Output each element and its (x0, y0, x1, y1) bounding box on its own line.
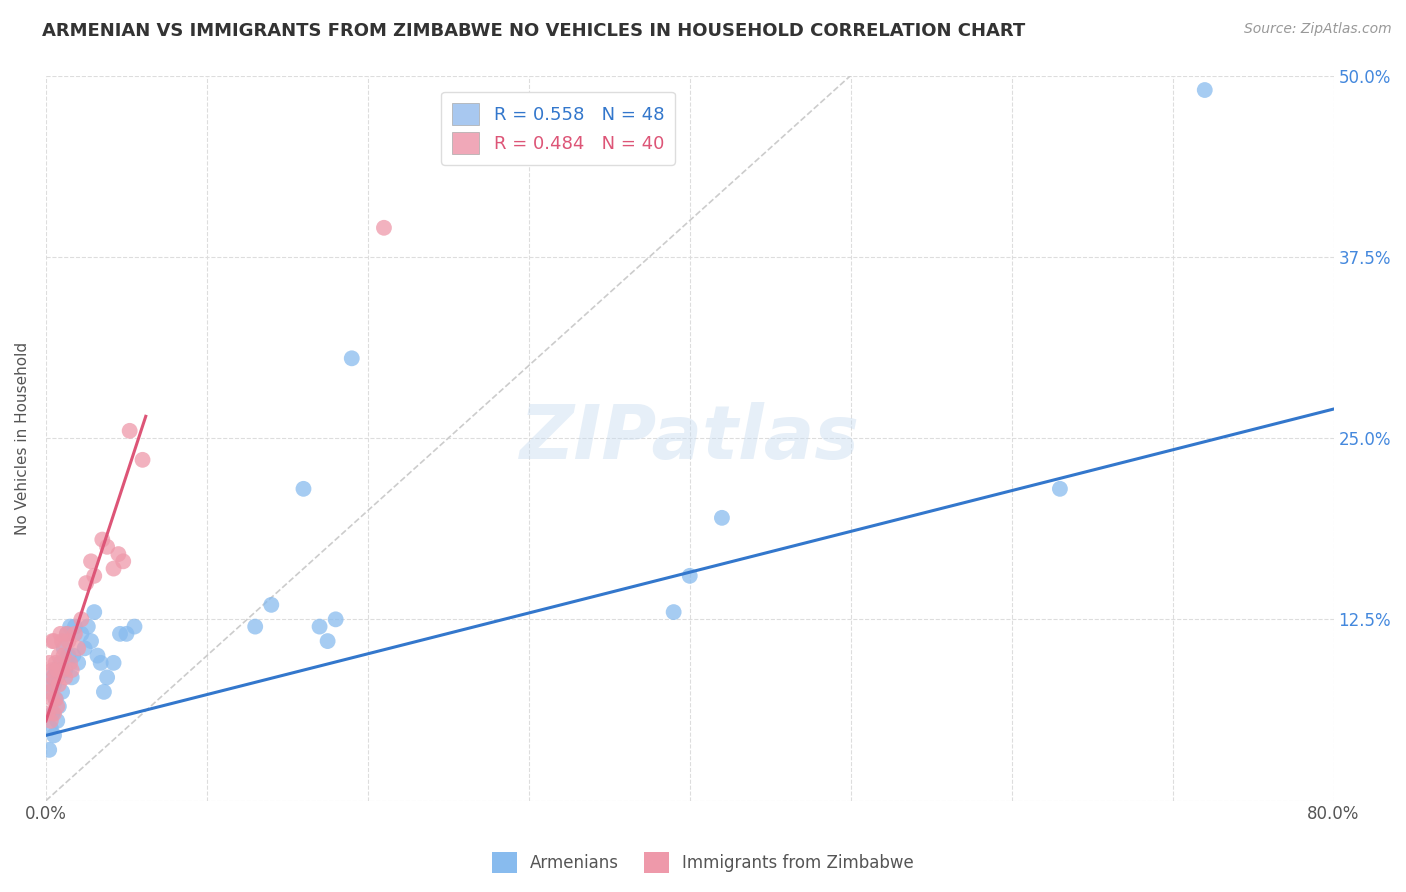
Point (39, 685, 62, 699)
Point (49, 656, 72, 670)
Point (112, 554, 135, 568)
Point (58, 648, 80, 663)
Point (41, 692, 63, 706)
Point (80, 634, 103, 648)
Point (42, 670, 65, 684)
Point (38, 656, 60, 670)
Point (373, 220, 395, 235)
Point (53, 670, 76, 684)
Point (103, 561, 125, 575)
Point (325, 612, 347, 626)
Point (39, 677, 62, 691)
Point (1049, 482, 1071, 496)
Point (41, 670, 63, 684)
Point (39, 714, 62, 728)
Point (124, 619, 146, 633)
Point (53, 663, 76, 677)
Point (73, 641, 96, 656)
Point (710, 511, 733, 525)
Point (41, 706, 63, 721)
Point (51, 663, 73, 677)
Y-axis label: No Vehicles in Household: No Vehicles in Household (15, 342, 30, 534)
Point (67, 656, 90, 670)
Point (108, 627, 131, 641)
Point (90, 656, 112, 670)
Point (46, 714, 69, 728)
Point (292, 482, 315, 496)
Point (80, 554, 103, 568)
Point (37, 706, 59, 721)
Point (131, 452, 153, 467)
Point (56, 627, 79, 641)
Point (107, 547, 129, 561)
Point (41, 663, 63, 677)
Point (91, 533, 114, 547)
Point (70, 612, 93, 626)
Point (60, 670, 83, 684)
Point (52, 641, 75, 656)
Point (76, 619, 98, 633)
Point (42, 634, 65, 648)
Point (48, 648, 70, 663)
Point (49, 627, 72, 641)
Point (86, 648, 108, 663)
Point (115, 627, 138, 641)
Point (51, 634, 73, 648)
Point (46, 663, 69, 677)
Point (96, 540, 118, 554)
Point (45, 663, 67, 677)
Point (59, 656, 82, 670)
Point (42, 706, 65, 721)
Point (63, 619, 86, 633)
Text: ZIPatlas: ZIPatlas (520, 401, 859, 475)
Point (38, 743, 60, 757)
Point (103, 656, 125, 670)
Point (63, 627, 86, 641)
Point (70, 627, 93, 641)
Point (1194, 83, 1216, 97)
Point (46, 699, 69, 714)
Point (93, 685, 115, 699)
Point (45, 692, 67, 706)
Point (316, 634, 339, 648)
Point (67, 641, 90, 656)
Point (340, 351, 363, 366)
Point (60, 663, 83, 677)
Point (662, 605, 685, 619)
Point (46, 670, 69, 684)
Point (83, 605, 105, 619)
Legend: R = 0.558   N = 48, R = 0.484   N = 40: R = 0.558 N = 48, R = 0.484 N = 40 (441, 92, 675, 165)
Point (42, 677, 65, 691)
Point (62, 648, 84, 663)
Point (83, 569, 105, 583)
Point (51, 685, 73, 699)
Point (59, 619, 82, 633)
Point (39, 721, 62, 735)
Point (52, 648, 75, 663)
Legend: Armenians, Immigrants from Zimbabwe: Armenians, Immigrants from Zimbabwe (485, 846, 921, 880)
Point (75, 576, 97, 591)
Point (56, 627, 79, 641)
Point (96, 670, 118, 684)
Point (41, 634, 63, 648)
Point (308, 619, 330, 633)
Point (58, 634, 80, 648)
Point (679, 569, 702, 583)
Point (48, 677, 70, 691)
Text: ARMENIAN VS IMMIGRANTS FROM ZIMBABWE NO VEHICLES IN HOUSEHOLD CORRELATION CHART: ARMENIAN VS IMMIGRANTS FROM ZIMBABWE NO … (42, 22, 1025, 40)
Point (245, 619, 267, 633)
Point (38, 685, 60, 699)
Point (48, 699, 70, 714)
Point (42, 728, 65, 742)
Text: Source: ZipAtlas.com: Source: ZipAtlas.com (1244, 22, 1392, 37)
Point (45, 656, 67, 670)
Point (260, 598, 283, 612)
Point (45, 692, 67, 706)
Point (118, 424, 141, 438)
